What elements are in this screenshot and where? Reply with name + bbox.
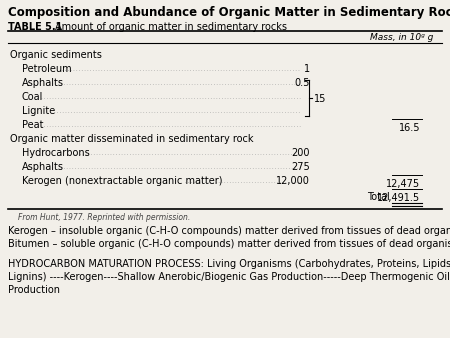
Text: HYDROCARBON MATURATION PROCESS: Living Organisms (Carbohydrates, Proteins, Lipid: HYDROCARBON MATURATION PROCESS: Living O… [8, 259, 450, 269]
Text: TABLE 5.1: TABLE 5.1 [8, 22, 63, 32]
Text: Kerogen (nonextractable organic matter): Kerogen (nonextractable organic matter) [22, 176, 222, 186]
Text: Asphalts: Asphalts [22, 78, 64, 88]
Text: Peat: Peat [22, 120, 44, 130]
Text: From Hunt, 1977. Reprinted with permission.: From Hunt, 1977. Reprinted with permissi… [18, 213, 190, 222]
Text: 1: 1 [304, 64, 310, 74]
Text: Production: Production [8, 285, 60, 295]
Text: Petroleum: Petroleum [22, 64, 72, 74]
Text: 275: 275 [291, 162, 310, 172]
Text: Lignins) ----Kerogen----Shallow Anerobic/Biogenic Gas Production-----Deep Thermo: Lignins) ----Kerogen----Shallow Anerobic… [8, 272, 450, 282]
Text: 0.5: 0.5 [295, 78, 310, 88]
Text: Organic sediments: Organic sediments [10, 50, 102, 60]
Text: Bitumen – soluble organic (C-H-O compounds) matter derived from tissues of dead : Bitumen – soluble organic (C-H-O compoun… [8, 239, 450, 249]
Text: Asphalts: Asphalts [22, 162, 64, 172]
Text: 16.5: 16.5 [399, 123, 420, 133]
Text: Lignite: Lignite [22, 106, 55, 116]
Text: Mass, in 10ᵍ g: Mass, in 10ᵍ g [370, 33, 433, 42]
Text: Kerogen – insoluble organic (C-H-O compounds) matter derived from tissues of dea: Kerogen – insoluble organic (C-H-O compo… [8, 226, 450, 236]
Text: 12,000: 12,000 [276, 176, 310, 186]
Text: 12,475: 12,475 [386, 179, 420, 189]
Text: Total: Total [367, 192, 390, 202]
Text: 15: 15 [314, 94, 326, 104]
Text: Coal: Coal [22, 92, 43, 102]
Text: 200: 200 [292, 148, 310, 158]
Text: Organic matter disseminated in sedimentary rock: Organic matter disseminated in sedimenta… [10, 134, 253, 144]
Text: Composition and Abundance of Organic Matter in Sedimentary Rocks: Composition and Abundance of Organic Mat… [8, 6, 450, 19]
Text: Hydrocarbons: Hydrocarbons [22, 148, 90, 158]
Text: 12,491.5: 12,491.5 [377, 193, 420, 203]
Text: Amount of organic matter in sedimentary rocks: Amount of organic matter in sedimentary … [55, 22, 287, 32]
